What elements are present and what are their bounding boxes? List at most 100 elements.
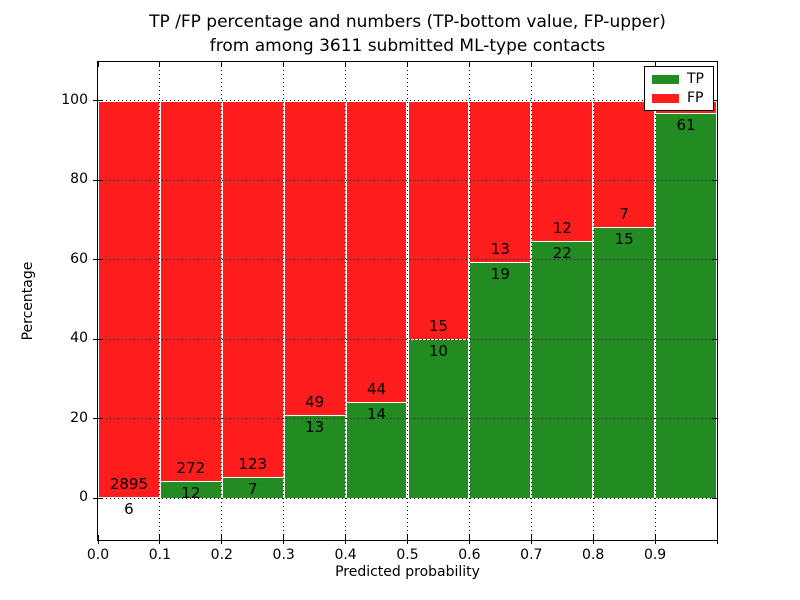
y-tick-mark: [712, 100, 717, 102]
x-tick-mark: [159, 535, 161, 540]
legend-entry-fp: FP: [652, 91, 704, 105]
x-tick-mark: [407, 62, 408, 67]
y-tick-mark: [93, 418, 98, 420]
y-tick-mark: [98, 100, 103, 102]
y-axis-label: Percentage: [20, 261, 36, 341]
vertical-gridline: [221, 62, 223, 540]
x-tick-label: 0.0: [86, 547, 110, 563]
bar-value-fp: 272: [176, 459, 206, 478]
fp-bar-segment: [98, 100, 160, 498]
bar-value-tp: 15: [614, 230, 634, 249]
bar-value-fp: 12: [552, 218, 572, 237]
bar-value-tp: 14: [366, 405, 387, 424]
bar-value-fp: 123: [238, 454, 268, 473]
y-tick-mark: [712, 259, 717, 261]
fp-bar-segment: [407, 100, 470, 340]
x-tick-label: 0.1: [148, 547, 172, 563]
y-tick-mark: [98, 259, 103, 261]
x-tick-mark: [530, 540, 532, 544]
bar-value-fp: 7: [619, 205, 629, 224]
tp-bar-segment: [593, 227, 656, 499]
vertical-gridline: [592, 62, 594, 540]
fp-bar-segment: [283, 100, 346, 415]
vertical-gridline: [283, 62, 285, 540]
vertical-gridline: [159, 62, 161, 540]
x-tick-mark: [654, 540, 656, 544]
y-tick-mark: [98, 497, 103, 499]
bar-value-tp: 6: [124, 500, 134, 519]
x-tick-mark: [283, 540, 285, 544]
y-tick-mark: [93, 259, 98, 261]
horizontal-gridline: [98, 179, 717, 181]
y-tick-mark: [98, 179, 103, 181]
x-tick-mark: [592, 62, 594, 67]
vertical-gridline: [654, 62, 656, 540]
x-tick-mark: [345, 540, 347, 544]
x-tick-mark: [654, 535, 656, 540]
vertical-gridline: [407, 62, 408, 540]
legend-label-tp: TP: [687, 71, 704, 87]
x-tick-mark: [159, 62, 161, 67]
tp-color-swatch-icon: [652, 74, 679, 84]
fp-bar-segment: [345, 100, 408, 403]
y-tick-label: 0: [79, 489, 88, 506]
bar-value-tp: 61: [676, 116, 696, 135]
x-tick-mark: [530, 535, 532, 540]
bar-value-fp: 44: [366, 380, 387, 399]
x-tick-label: 0.6: [458, 547, 481, 563]
fp-bar-segment: [221, 100, 284, 477]
x-tick-mark: [221, 535, 223, 540]
y-tick-mark: [712, 418, 717, 420]
fp-bar-segment: [469, 100, 532, 263]
x-tick-mark: [716, 540, 718, 544]
x-tick-label: 0.5: [396, 547, 419, 563]
x-tick-mark: [221, 540, 223, 544]
x-tick-mark: [468, 535, 470, 540]
x-tick-mark: [716, 62, 718, 67]
vertical-gridline: [530, 62, 532, 540]
horizontal-gridline: [98, 259, 717, 261]
y-tick-mark: [98, 418, 103, 420]
y-tick-label: 20: [70, 409, 88, 426]
x-tick-mark: [345, 62, 347, 67]
x-tick-mark: [716, 535, 718, 540]
vertical-gridline: [468, 62, 470, 540]
x-tick-mark: [654, 62, 656, 67]
x-tick-mark: [159, 540, 161, 544]
chart-title: TP /FP percentage and numbers (TP-bottom…: [98, 10, 717, 58]
bar-value-tp: 19: [490, 265, 510, 284]
horizontal-gridline: [98, 338, 717, 340]
bar-value-tp: 7: [247, 479, 258, 498]
bar-value-fp: 49: [305, 392, 325, 411]
vertical-gridline: [345, 62, 347, 540]
fp-color-swatch-icon: [652, 93, 679, 103]
bar-value-fp: 15: [428, 317, 448, 336]
x-tick-mark: [97, 62, 99, 67]
y-tick-mark: [712, 338, 717, 340]
x-axis-label: Predicted probability: [335, 564, 480, 580]
y-tick-label: 80: [70, 171, 88, 188]
x-tick-mark: [407, 540, 408, 544]
y-tick-mark: [98, 338, 103, 340]
y-tick-label: 60: [70, 250, 88, 267]
x-tick-label: 0.8: [582, 547, 605, 563]
y-tick-mark: [712, 497, 717, 499]
bar-value-fp: 13: [490, 240, 510, 259]
bar-value-fp: 2895: [109, 475, 149, 494]
y-tick-label: 100: [61, 91, 88, 108]
x-tick-label: 0.9: [643, 547, 667, 563]
horizontal-gridline: [98, 418, 717, 420]
x-tick-mark: [407, 535, 408, 540]
legend-entry-tp: TP: [652, 72, 704, 86]
y-tick-label: 40: [70, 330, 88, 347]
x-tick-label: 0.7: [520, 547, 543, 563]
y-tick-mark: [93, 497, 98, 499]
x-tick-mark: [592, 535, 594, 540]
x-tick-mark: [468, 62, 470, 67]
chart-title-line1: TP /FP percentage and numbers (TP-bottom…: [149, 12, 666, 32]
tp-bar-segment: [655, 113, 717, 499]
y-tick-mark: [712, 179, 717, 181]
x-tick-mark: [345, 535, 347, 540]
fp-bar-segment: [159, 100, 222, 482]
